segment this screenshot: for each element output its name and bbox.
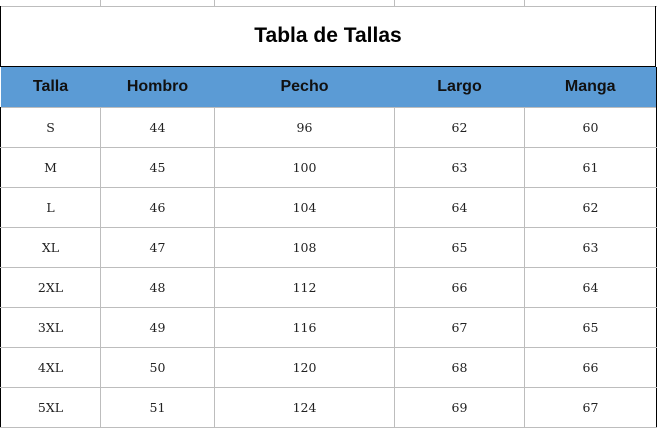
cell-talla: 3XL — [0, 307, 101, 348]
cell-manga: 61 — [524, 147, 657, 188]
cell-pecho: 120 — [214, 347, 395, 388]
cell-hombro: 45 — [100, 147, 215, 188]
column-header-pecho: Pecho — [214, 67, 395, 108]
table-row: 2XL 48 112 66 64 — [0, 267, 657, 308]
cell-hombro: 51 — [100, 387, 215, 428]
cell-largo: 62 — [394, 107, 525, 148]
cell-hombro: 47 — [100, 227, 215, 268]
table-row: L 46 104 64 62 — [0, 187, 657, 228]
cell-pecho: 124 — [214, 387, 395, 428]
table-row: 4XL 50 120 68 66 — [0, 347, 657, 388]
cell-largo: 67 — [394, 307, 525, 348]
cell-pecho: 112 — [214, 267, 395, 308]
cell-talla: L — [0, 187, 101, 228]
size-table: Talla Hombro Pecho Largo Manga S 44 96 62 60 M 45 1… — [0, 67, 657, 428]
cell-hombro: 44 — [100, 107, 215, 148]
cell-pecho: 100 — [214, 147, 395, 188]
cell-talla: 4XL — [0, 347, 101, 388]
cell-pecho: 116 — [214, 307, 395, 348]
cell-talla: S — [0, 107, 101, 148]
cell-largo: 66 — [394, 267, 525, 308]
table-row: 3XL 49 116 67 65 — [0, 307, 657, 348]
cell-manga: 60 — [524, 107, 657, 148]
cell-largo: 68 — [394, 347, 525, 388]
header-row: Talla Hombro Pecho Largo Manga — [0, 67, 657, 108]
cell-manga: 63 — [524, 227, 657, 268]
cell-manga: 65 — [524, 307, 657, 348]
cell-largo: 65 — [394, 227, 525, 268]
column-header-hombro: Hombro — [100, 67, 215, 108]
cell-talla: 5XL — [0, 387, 101, 428]
cell-pecho: 104 — [214, 187, 395, 228]
cell-manga: 64 — [524, 267, 657, 308]
cell-hombro: 49 — [100, 307, 215, 348]
column-header-talla: Talla — [0, 67, 101, 108]
cell-manga: 62 — [524, 187, 657, 228]
cell-talla: XL — [0, 227, 101, 268]
cell-manga: 67 — [524, 387, 657, 428]
cell-manga: 66 — [524, 347, 657, 388]
cell-talla: 2XL — [0, 267, 101, 308]
cell-hombro: 50 — [100, 347, 215, 388]
cell-largo: 64 — [394, 187, 525, 228]
cell-largo: 69 — [394, 387, 525, 428]
cell-talla: M — [0, 147, 101, 188]
table-title: Tabla de Tallas — [0, 6, 656, 67]
column-header-manga: Manga — [524, 67, 657, 108]
table-row: XL 47 108 65 63 — [0, 227, 657, 268]
table-row: S 44 96 62 60 — [0, 107, 657, 148]
cell-pecho: 96 — [214, 107, 395, 148]
column-header-largo: Largo — [394, 67, 525, 108]
cell-pecho: 108 — [214, 227, 395, 268]
table-row: M 45 100 63 61 — [0, 147, 657, 188]
sheet-gridlines — [0, 0, 657, 7]
cell-hombro: 46 — [100, 187, 215, 228]
cell-largo: 63 — [394, 147, 525, 188]
table-row: 5XL 51 124 69 67 — [0, 387, 657, 428]
cell-hombro: 48 — [100, 267, 215, 308]
